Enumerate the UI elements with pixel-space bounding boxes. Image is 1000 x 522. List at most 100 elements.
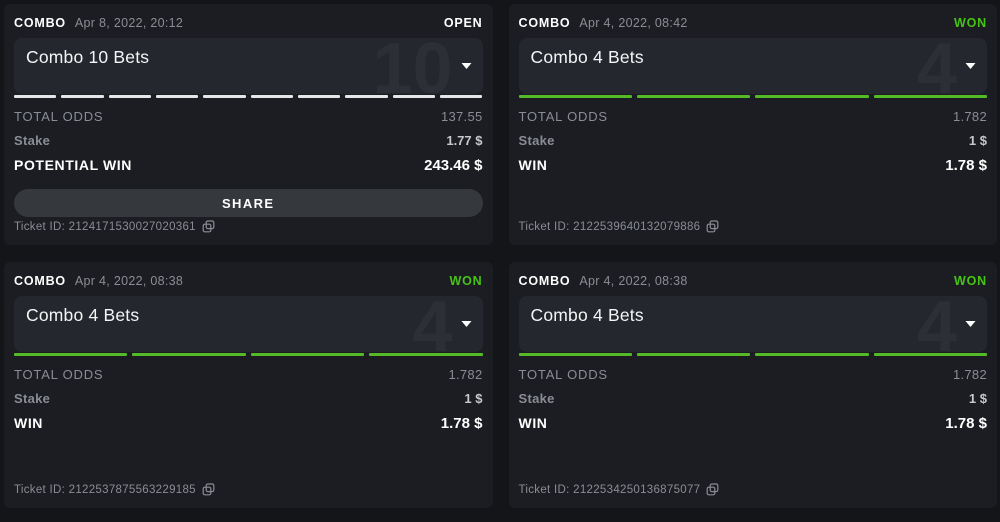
progress-segment	[132, 353, 246, 356]
bet-type-label: COMBO	[14, 16, 66, 30]
ticket-id-value: 2124171530027020361	[68, 220, 196, 233]
progress-segment	[203, 95, 246, 98]
ticket-row: Ticket ID: 2122534250136875077	[519, 483, 988, 496]
win-value: 1.78 $	[440, 415, 483, 432]
progress-segment	[298, 95, 341, 98]
copy-icon[interactable]	[706, 220, 719, 233]
win-row: WIN 1.78 $	[14, 415, 483, 432]
total-odds-value: 1.782	[448, 367, 483, 382]
bet-card: COMBO Apr 4, 2022, 08:38 WON Combo 4 Bet…	[4, 262, 493, 508]
status-badge: WON	[954, 274, 987, 288]
chevron-down-icon[interactable]	[461, 63, 472, 70]
stake-label: Stake	[14, 391, 51, 406]
win-value: 243.46 $	[424, 157, 483, 174]
total-odds-value: 137.55	[440, 109, 483, 124]
stake-label: Stake	[518, 391, 555, 406]
ticket-id-prefix: Ticket ID:	[14, 483, 66, 496]
stake-value: 1.77 $	[446, 133, 483, 148]
bet-card-header: COMBO Apr 8, 2022, 20:12 OPEN	[14, 16, 483, 30]
bet-title: Combo 4 Bets	[530, 305, 644, 325]
ticket-id-text: Ticket ID: 2122537875563229185	[14, 484, 196, 496]
progress-segment	[518, 95, 632, 98]
ticket-id-text: Ticket ID: 2122534250136875077	[519, 484, 701, 496]
progress-segment	[755, 95, 869, 98]
win-label: WIN	[518, 415, 548, 431]
progress-segment	[440, 95, 483, 98]
ticket-id-prefix: Ticket ID:	[518, 220, 570, 233]
total-odds-row: TOTAL ODDS 137.55	[14, 109, 483, 124]
bet-title-panel[interactable]: Combo 10 Bets 10	[14, 38, 483, 94]
bet-type-label: COMBO	[518, 16, 571, 30]
bet-title: Combo 4 Bets	[26, 305, 140, 325]
status-badge: WON	[954, 16, 987, 30]
progress-segment	[755, 353, 869, 356]
stake-row: Stake 1 $	[519, 133, 988, 148]
chevron-down-icon[interactable]	[965, 321, 976, 328]
status-badge: OPEN	[443, 16, 483, 30]
stake-row: Stake 1 $	[519, 391, 988, 406]
bet-title-panel[interactable]: Combo 4 Bets 4	[518, 38, 987, 94]
progress-segment	[873, 95, 987, 98]
ticket-row: Ticket ID: 2124171530027020361	[14, 220, 483, 233]
stake-value: 1 $	[968, 391, 987, 406]
bet-card-header: COMBO Apr 4, 2022, 08:38 WON	[519, 274, 988, 288]
bet-count-watermark: 4	[916, 38, 957, 94]
status-badge: WON	[449, 274, 483, 288]
bet-type-label: COMBO	[518, 274, 571, 288]
bet-type-label: COMBO	[14, 274, 66, 288]
win-value: 1.78 $	[945, 415, 987, 432]
bet-title: Combo 4 Bets	[530, 47, 644, 67]
stake-value: 1 $	[464, 391, 483, 406]
chevron-down-icon[interactable]	[461, 321, 472, 328]
progress-segment	[873, 353, 987, 356]
bet-history-grid: COMBO Apr 8, 2022, 20:12 OPEN Combo 10 B…	[4, 4, 997, 508]
total-odds-row: TOTAL ODDS 1.782	[14, 367, 483, 382]
bet-title-panel[interactable]: Combo 4 Bets 4	[14, 296, 483, 352]
progress-segments	[14, 95, 483, 98]
bet-datetime: Apr 4, 2022, 08:38	[74, 274, 184, 288]
chevron-down-icon[interactable]	[965, 63, 976, 70]
total-odds-row: TOTAL ODDS 1.782	[519, 109, 988, 124]
progress-segment	[156, 95, 199, 98]
bet-card-header: COMBO Apr 4, 2022, 08:38 WON	[14, 274, 483, 288]
progress-segment	[108, 95, 152, 98]
progress-segment	[14, 95, 57, 98]
total-odds-value: 1.782	[952, 109, 987, 124]
copy-icon[interactable]	[202, 220, 215, 233]
ticket-id-text: Ticket ID: 2124171530027020361	[14, 221, 196, 233]
ticket-id-value: 2122534250136875077	[573, 483, 701, 496]
stake-row: Stake 1 $	[14, 391, 483, 406]
progress-segment	[392, 95, 436, 98]
bet-title-panel[interactable]: Combo 4 Bets 4	[518, 296, 987, 352]
bet-count-watermark: 4	[916, 296, 957, 352]
progress-segment	[61, 95, 104, 98]
bet-card: COMBO Apr 4, 2022, 08:42 WON Combo 4 Bet…	[508, 4, 997, 245]
bet-datetime: Apr 4, 2022, 08:42	[579, 16, 688, 30]
copy-icon[interactable]	[202, 483, 215, 496]
progress-segment	[250, 95, 294, 98]
win-row: WIN 1.78 $	[519, 157, 988, 174]
bet-count-watermark: 10	[372, 38, 453, 94]
progress-segments	[518, 95, 987, 98]
bet-title: Combo 10 Bets	[26, 47, 150, 67]
progress-segments	[14, 353, 483, 356]
ticket-id-prefix: Ticket ID:	[14, 220, 66, 233]
win-row: POTENTIAL WIN 243.46 $	[14, 157, 483, 174]
ticket-row: Ticket ID: 2122537875563229185	[14, 483, 483, 496]
total-odds-row: TOTAL ODDS 1.782	[519, 367, 988, 382]
stake-label: Stake	[14, 133, 51, 148]
progress-segment	[14, 353, 128, 356]
bet-datetime: Apr 4, 2022, 08:38	[579, 274, 688, 288]
win-value: 1.78 $	[945, 157, 987, 174]
copy-icon[interactable]	[706, 483, 719, 496]
progress-segment	[636, 353, 751, 356]
bet-card: COMBO Apr 4, 2022, 08:38 WON Combo 4 Bet…	[508, 262, 997, 508]
share-button[interactable]: SHARE	[14, 189, 483, 217]
progress-segment	[250, 353, 365, 356]
progress-segments	[518, 353, 987, 356]
win-label: WIN	[14, 415, 44, 431]
progress-segment	[636, 95, 751, 98]
total-odds-label: TOTAL ODDS	[518, 109, 608, 124]
progress-segment	[369, 353, 483, 356]
win-row: WIN 1.78 $	[519, 415, 988, 432]
